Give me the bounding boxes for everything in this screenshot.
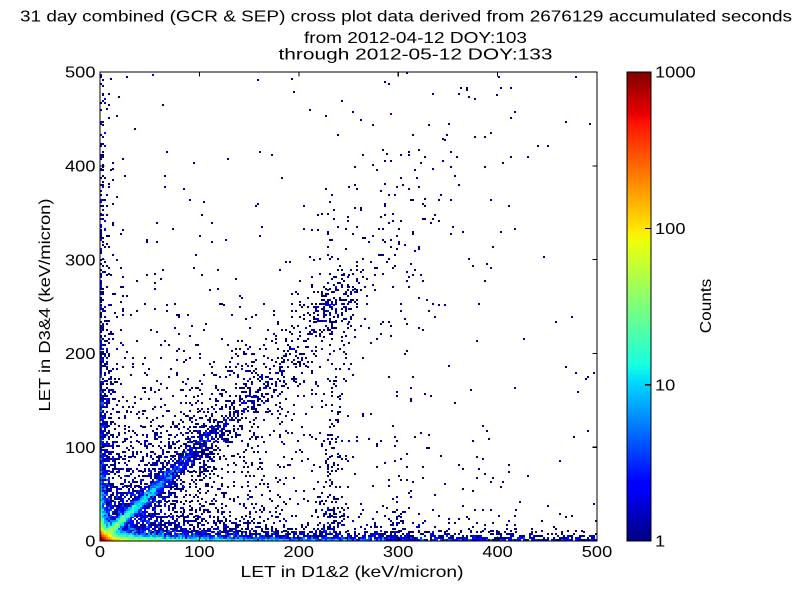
svg-text:0: 0 [85,534,95,551]
svg-text:100: 100 [65,440,96,457]
svg-text:100: 100 [655,221,686,238]
svg-text:200: 200 [284,544,315,561]
svg-text:LET in D3&4 (keV/micron): LET in D3&4 (keV/micron) [37,199,54,412]
svg-text:through 2012-05-12 DOY:133: through 2012-05-12 DOY:133 [279,47,553,64]
svg-text:Counts: Counts [698,279,715,334]
svg-text:200: 200 [65,346,96,363]
svg-text:400: 400 [65,159,96,176]
svg-text:500: 500 [582,544,613,561]
svg-text:500: 500 [65,65,96,82]
svg-text:0: 0 [95,544,105,561]
svg-text:300: 300 [65,252,96,269]
svg-text:10: 10 [655,377,675,394]
svg-text:400: 400 [482,544,513,561]
svg-text:31 day combined (GCR & SEP) cr: 31 day combined (GCR & SEP) cross plot d… [20,9,792,26]
svg-text:300: 300 [383,544,414,561]
svg-text:1000: 1000 [655,65,696,82]
svg-text:from 2012-04-12 DOY:103: from 2012-04-12 DOY:103 [304,30,527,47]
svg-text:LET in D1&2 (keV/micron): LET in D1&2 (keV/micron) [241,564,464,581]
svg-text:1: 1 [655,534,665,551]
svg-text:100: 100 [184,544,215,561]
